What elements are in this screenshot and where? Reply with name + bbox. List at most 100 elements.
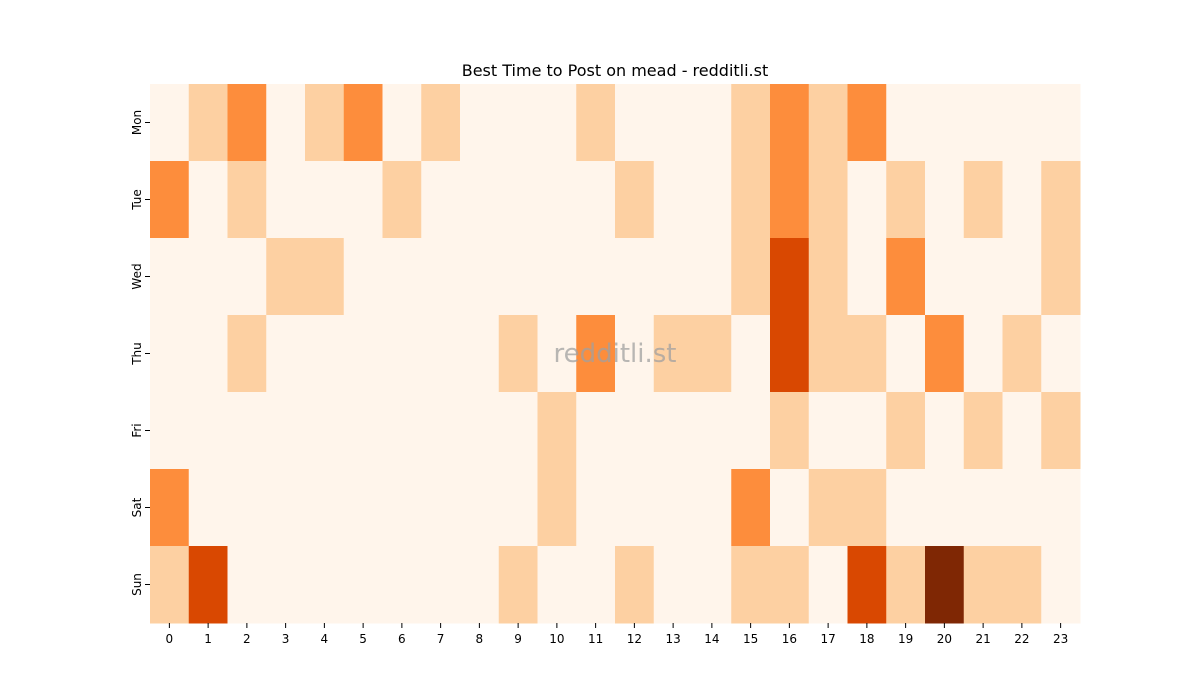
x-tick-label: 10	[549, 632, 564, 646]
heatmap-cell-wed-11	[576, 238, 616, 316]
heatmap-cell-mon-1	[188, 84, 228, 162]
heatmap-cell-wed-2	[227, 238, 267, 316]
watermark: redditli.st	[554, 339, 677, 369]
heatmap-cell-fri-23	[1041, 392, 1081, 470]
heatmap-cell-tue-17	[808, 161, 848, 239]
heatmap-cell-sat-10	[537, 469, 577, 547]
heatmap-cell-sun-18	[847, 546, 887, 624]
heatmap-cell-fri-9	[498, 392, 538, 470]
y-tick-label: Thu	[130, 342, 144, 366]
heatmap-cell-mon-2	[227, 84, 267, 162]
heatmap-cell-mon-17	[808, 84, 848, 162]
heatmap-cell-sat-5	[343, 469, 383, 547]
heatmap-cell-thu-4	[305, 315, 345, 393]
heatmap-cell-mon-9	[498, 84, 538, 162]
heatmap-cell-mon-11	[576, 84, 616, 162]
heatmap-cell-sun-9	[498, 546, 538, 624]
heatmap-cell-tue-7	[421, 161, 461, 239]
y-tick-label: Sat	[130, 497, 144, 517]
y-tick-label: Wed	[130, 263, 144, 289]
heatmap-cell-sat-11	[576, 469, 616, 547]
heatmap-cell-wed-18	[847, 238, 887, 316]
x-tick-label: 9	[514, 632, 522, 646]
heatmap-cell-sun-11	[576, 546, 616, 624]
heatmap-cell-thu-22	[1002, 315, 1042, 393]
heatmap-cell-thu-0	[150, 315, 190, 393]
x-tick-label: 1	[204, 632, 212, 646]
x-axis: 0 1 2 3 4 5 6 7 8 9 10 11 12 13 14 15 16 17 18 19 20 21 22 23	[166, 623, 1068, 646]
x-tick-label: 14	[704, 632, 719, 646]
x-tick-label: 7	[437, 632, 445, 646]
heatmap-cell-wed-3	[266, 238, 306, 316]
heatmap-cell-fri-5	[343, 392, 383, 470]
heatmap-cell-wed-7	[421, 238, 461, 316]
x-tick-label: 17	[820, 632, 835, 646]
heatmap-cell-sat-7	[421, 469, 461, 547]
heatmap-cell-tue-14	[692, 161, 732, 239]
heatmap-cell-sun-10	[537, 546, 577, 624]
heatmap-cell-thu-12	[615, 315, 655, 393]
heatmap-cells	[150, 84, 1081, 624]
heatmap-cell-wed-23	[1041, 238, 1081, 316]
heatmap-cell-sat-6	[382, 469, 422, 547]
heatmap-cell-tue-8	[460, 161, 500, 239]
heatmap-cell-thu-19	[886, 315, 926, 393]
heatmap-cell-wed-6	[382, 238, 422, 316]
heatmap-cell-thu-23	[1041, 315, 1081, 393]
heatmap-cell-mon-5	[343, 84, 383, 162]
heatmap-cell-thu-15	[731, 315, 771, 393]
heatmap-cell-thu-14	[692, 315, 732, 393]
heatmap-cell-fri-0	[150, 392, 190, 470]
heatmap-cell-mon-10	[537, 84, 577, 162]
heatmap-cell-tue-12	[615, 161, 655, 239]
heatmap-cell-wed-5	[343, 238, 383, 316]
heatmap-cell-mon-23	[1041, 84, 1081, 162]
heatmap-cell-tue-15	[731, 161, 771, 239]
heatmap-cell-mon-8	[460, 84, 500, 162]
chart-title: Best Time to Post on mead - redditli.st	[462, 61, 769, 80]
heatmap-cell-tue-20	[925, 161, 965, 239]
x-tick-label: 15	[743, 632, 758, 646]
heatmap-cell-thu-18	[847, 315, 887, 393]
heatmap-cell-mon-12	[615, 84, 655, 162]
heatmap-cell-wed-8	[460, 238, 500, 316]
x-tick-label: 22	[1014, 632, 1029, 646]
heatmap-cell-sat-15	[731, 469, 771, 547]
x-tick-label: 20	[937, 632, 952, 646]
heatmap-cell-fri-6	[382, 392, 422, 470]
heatmap-cell-fri-11	[576, 392, 616, 470]
heatmap-cell-thu-2	[227, 315, 267, 393]
heatmap-cell-tue-9	[498, 161, 538, 239]
heatmap-cell-sun-14	[692, 546, 732, 624]
heatmap-cell-sun-5	[343, 546, 383, 624]
heatmap-cell-sat-19	[886, 469, 926, 547]
heatmap-cell-fri-12	[615, 392, 655, 470]
heatmap-cell-thu-11	[576, 315, 616, 393]
y-tick-label: Mon	[130, 110, 144, 135]
heatmap-cell-tue-23	[1041, 161, 1081, 239]
heatmap-cell-fri-20	[925, 392, 965, 470]
heatmap-cell-tue-21	[963, 161, 1003, 239]
heatmap-cell-fri-14	[692, 392, 732, 470]
heatmap-cell-tue-10	[537, 161, 577, 239]
heatmap-cell-thu-3	[266, 315, 306, 393]
heatmap-cell-sun-19	[886, 546, 926, 624]
heatmap-cell-tue-18	[847, 161, 887, 239]
heatmap-cell-tue-3	[266, 161, 306, 239]
x-tick-label: 3	[282, 632, 290, 646]
x-tick-label: 4	[321, 632, 329, 646]
heatmap-cell-mon-14	[692, 84, 732, 162]
heatmap-cell-fri-13	[653, 392, 693, 470]
x-tick-label: 11	[588, 632, 603, 646]
x-tick-label: 6	[398, 632, 406, 646]
heatmap-cell-thu-13	[653, 315, 693, 393]
heatmap-cell-sun-23	[1041, 546, 1081, 624]
heatmap-cell-fri-4	[305, 392, 345, 470]
heatmap-cell-sat-21	[963, 469, 1003, 547]
heatmap-cell-wed-14	[692, 238, 732, 316]
heatmap-cell-wed-12	[615, 238, 655, 316]
heatmap-cell-sat-9	[498, 469, 538, 547]
heatmap-cell-tue-1	[188, 161, 228, 239]
heatmap-cell-fri-15	[731, 392, 771, 470]
